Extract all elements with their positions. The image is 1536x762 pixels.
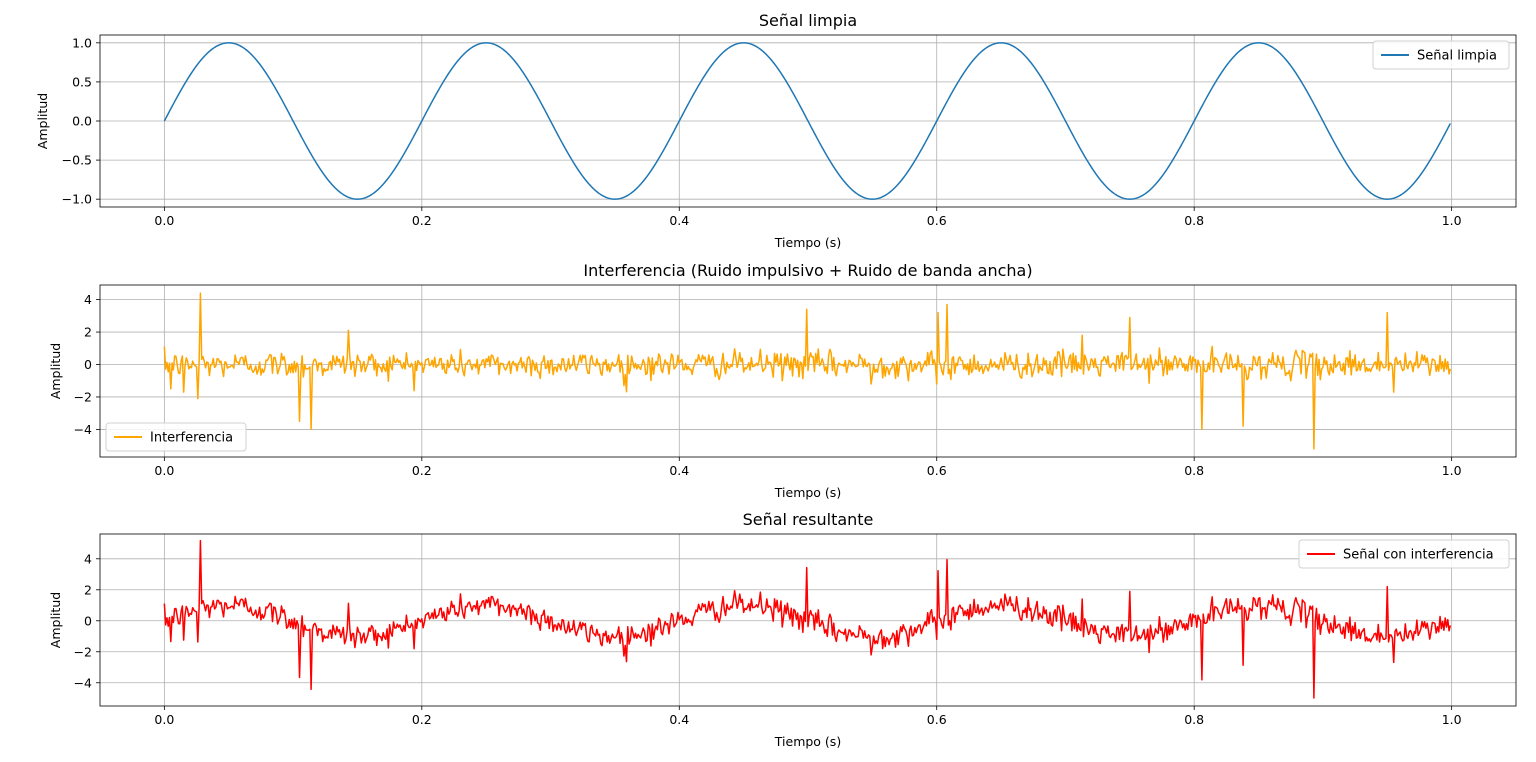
subplot-title: Señal limpia [759, 11, 857, 30]
legend: Señal con interferencia [1298, 539, 1510, 569]
x-tick-label: 0.2 [412, 712, 432, 727]
y-tick-label: −0.5 [62, 153, 92, 168]
legend-label: Interferencia [150, 431, 233, 446]
y-tick-label: 0 [84, 357, 92, 372]
x-axis-label: Tiempo (s) [774, 235, 841, 250]
y-tick-label: 1.0 [72, 35, 92, 50]
legend-box [1372, 40, 1510, 70]
y-tick-label: 2 [84, 325, 92, 340]
x-tick-label: 0.2 [412, 463, 432, 478]
x-tick-label: 0.2 [412, 213, 432, 228]
x-tick-label: 1.0 [1442, 463, 1462, 478]
axes-frame [99, 284, 1517, 458]
x-tick-label: 0.4 [669, 213, 689, 228]
y-tick-label: −2 [74, 389, 92, 404]
x-tick-label: 0.8 [1184, 463, 1204, 478]
y-axis-label: Amplitud [48, 343, 63, 399]
subplot-3: 0.0 0.2 0.4 0.6 0.8 1.0 4 2 0 −2 −4 Señal resultant… [48, 510, 1517, 749]
axes-frame [99, 533, 1517, 707]
y-axis-label: Amplitud [48, 592, 63, 648]
y-tick-label: 4 [84, 292, 92, 307]
subplot-title: Interferencia (Ruido impulsivo + Ruido d… [583, 261, 1032, 280]
x-axis-label: Tiempo (s) [774, 485, 841, 500]
series-line-3 [163, 539, 1452, 699]
y-tick-label: −4 [74, 675, 92, 690]
x-tick-label: 0.8 [1184, 213, 1204, 228]
x-tick-label: 0.6 [927, 712, 947, 727]
legend-label: Señal con interferencia [1343, 548, 1494, 563]
x-tick-label: 0.0 [154, 463, 174, 478]
y-tick-label: −4 [74, 422, 92, 437]
y-tick-label: 0.0 [72, 114, 92, 129]
subplot-1: 0.0 0.2 0.4 0.6 0.8 1.0 1.0 0.5 0.0 −0.5 −1.0 Señal… [35, 11, 1517, 250]
y-tick-label: 0 [84, 613, 92, 628]
series-line-2 [163, 292, 1452, 450]
y-tick-label: 2 [84, 582, 92, 597]
x-tick-label: 0.0 [154, 213, 174, 228]
legend-label: Señal limpia [1417, 49, 1497, 64]
legend-box [1298, 539, 1510, 569]
legend: Señal limpia [1372, 40, 1510, 70]
y-tick-label: −1.0 [62, 192, 92, 207]
x-tick-label: 0.6 [927, 463, 947, 478]
x-tick-label: 0.4 [669, 463, 689, 478]
legend-box [105, 422, 247, 452]
x-tick-label: 0.8 [1184, 712, 1204, 727]
x-tick-label: 1.0 [1442, 213, 1462, 228]
x-tick-label: 0.0 [154, 712, 174, 727]
x-axis-label: Tiempo (s) [774, 734, 841, 749]
subplot-title: Señal resultante [743, 510, 874, 529]
y-tick-label: 4 [84, 551, 92, 566]
series-line-1 [163, 42, 1452, 200]
subplot-2: 0.0 0.2 0.4 0.6 0.8 1.0 4 2 0 −2 −4 Interferencia (… [48, 261, 1517, 500]
y-axis-label: Amplitud [35, 93, 50, 149]
x-tick-label: 0.4 [669, 712, 689, 727]
legend: Interferencia [105, 422, 247, 452]
y-tick-label: 0.5 [72, 74, 92, 89]
x-tick-label: 0.6 [927, 213, 947, 228]
x-tick-label: 1.0 [1442, 712, 1462, 727]
y-tick-label: −2 [74, 644, 92, 659]
